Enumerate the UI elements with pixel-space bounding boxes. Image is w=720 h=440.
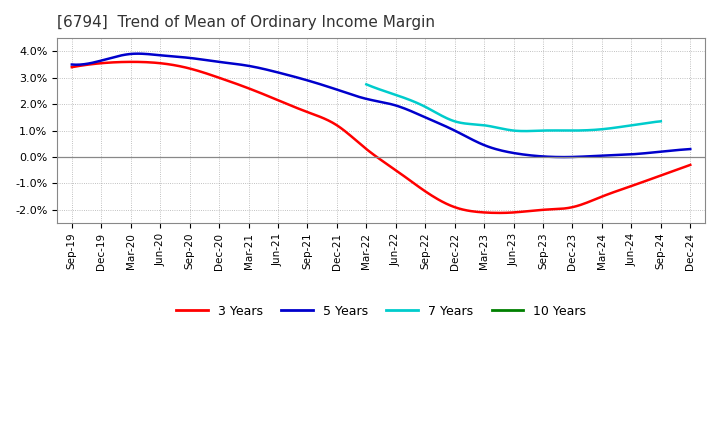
Legend: 3 Years, 5 Years, 7 Years, 10 Years: 3 Years, 5 Years, 7 Years, 10 Years [171, 300, 591, 323]
3 Years [593, 196, 601, 201]
5 Years [559, 154, 568, 160]
5 Years [448, 127, 456, 132]
5 Years [134, 51, 143, 56]
Text: [6794]  Trend of Mean of Ordinary Income Margin: [6794] Trend of Mean of Ordinary Income … [57, 15, 435, 30]
5 Years [68, 62, 76, 67]
Line: 7 Years: 7 Years [366, 84, 661, 131]
5 Years [438, 122, 446, 127]
3 Years [68, 65, 76, 70]
7 Years [521, 128, 529, 134]
7 Years [611, 125, 620, 130]
3 Years [686, 162, 695, 168]
3 Years [495, 210, 504, 216]
7 Years [539, 128, 547, 133]
5 Years [436, 121, 444, 126]
5 Years [70, 62, 78, 67]
3 Years [127, 59, 136, 65]
5 Years [686, 147, 695, 152]
7 Years [630, 122, 639, 128]
3 Years [632, 182, 641, 187]
7 Years [537, 128, 546, 133]
Line: 5 Years: 5 Years [72, 54, 690, 157]
7 Years [657, 119, 665, 124]
3 Years [448, 204, 456, 209]
Line: 3 Years: 3 Years [72, 62, 690, 213]
7 Years [363, 82, 372, 88]
7 Years [543, 128, 552, 133]
5 Years [593, 153, 601, 158]
3 Years [438, 199, 446, 204]
3 Years [70, 64, 78, 70]
7 Years [362, 82, 371, 87]
3 Years [436, 198, 444, 203]
5 Years [632, 151, 641, 157]
